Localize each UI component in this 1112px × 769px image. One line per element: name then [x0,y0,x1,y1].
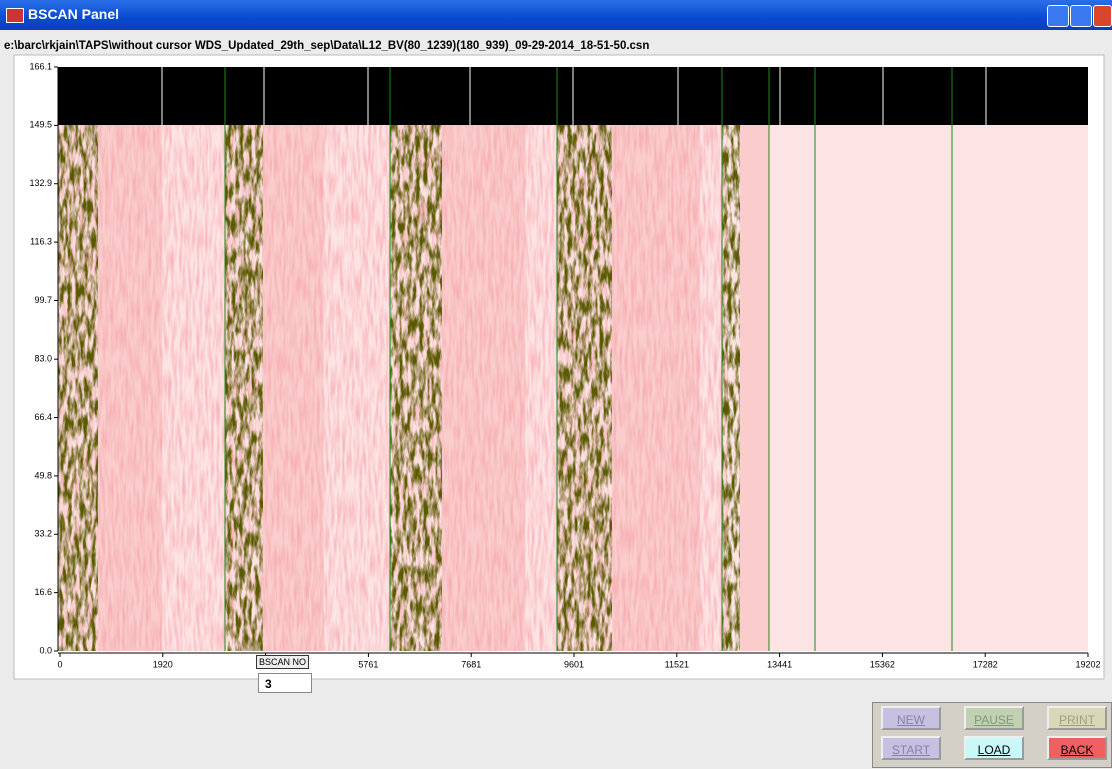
x-tick-label: 5761 [358,659,378,669]
page: BSCAN Panel e:\barc\rkjain\TAPS\without … [0,0,1112,769]
x-tick-label: 15362 [870,659,895,669]
button[interactable]: NEW [881,706,941,730]
y-tick-label: 83.0 [34,354,52,364]
x-tick-label: 0 [57,659,62,669]
y-tick-label: 116.3 [30,236,52,246]
dark-band-edge [442,125,525,651]
y-tick-label: 132.9 [29,178,52,188]
x-tick-label: 9601 [564,659,584,669]
button[interactable]: PAUSE [964,706,1024,730]
dark-band-edge [98,125,162,651]
x-tick-label: 1920 [153,659,173,669]
dark-band [722,125,740,651]
dark-band [58,125,98,651]
dark-band-edge [263,125,324,651]
dark-band-edge [740,125,769,651]
bscan-input[interactable]: 3 [258,673,312,693]
y-tick-label: 49.8 [34,470,52,480]
dark-band [225,125,263,651]
x-tick-label: 11521 [665,659,689,669]
button[interactable]: START [881,736,941,760]
button[interactable]: PRINT [1047,706,1107,730]
button[interactable]: LOAD [964,736,1024,760]
y-tick-label: 166.1 [29,61,52,71]
y-tick-label: 16.6 [34,587,52,597]
y-tick-label: 66.4 [34,412,52,422]
y-tick-label: 33.2 [34,529,52,539]
y-tick-label: 99.7 [34,295,52,305]
dark-band [557,125,612,651]
x-tick-label: 17282 [973,659,998,669]
bscan-label: BSCAN NO [256,655,309,669]
dark-band [390,125,442,651]
y-tick-label: 0.0 [39,645,52,655]
y-tick-label: 149.5 [29,120,52,130]
bscan-chart: 0.0 16.6 33.2 49.8 66.4 83.0 99.7 116.3 132.9 149… [0,0,1112,700]
x-tick-label: 7681 [461,659,481,669]
x-tick-label: 13441 [767,659,792,669]
x-tick-label: 19202 [1075,659,1100,669]
dark-band-edge [612,125,700,651]
button[interactable]: BACK [1047,736,1107,760]
